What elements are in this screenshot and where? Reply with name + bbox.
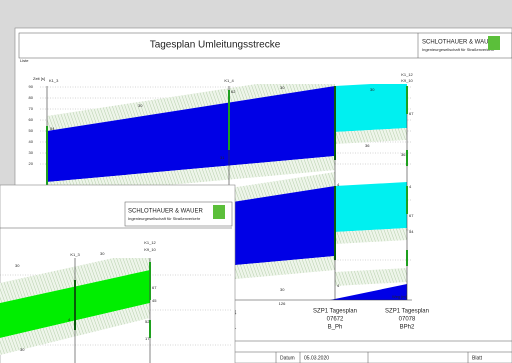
signal-label: 4 [337,182,340,187]
y-tick: 70 [29,106,34,111]
band-label: 30 [100,251,105,256]
y-tick: 60 [29,117,34,122]
band-label: 30 [138,103,143,108]
hatch-band [335,228,407,244]
header-box [18,32,512,59]
y-tick: 50 [29,128,34,133]
signal-plan: SZP1 Tagesplan [385,309,429,315]
distance: 126 [279,301,286,306]
x-axis-label: Weg [m] [392,294,407,299]
signal-label: 45 [152,298,157,303]
front-document: SCHLOTHAUER & WAUER Ingenieurgesellschaf… [0,184,236,363]
bands [0,258,232,363]
signal-label: 4 [409,184,412,189]
hatch-band [47,84,335,131]
logo: SCHLOTHAUER & WAUER [128,209,203,215]
logo-sub: Ingenieurgesellschaft für Straßenverkehr [128,216,201,221]
y-tick: 80 [29,95,34,100]
signal-label: 54 [50,126,55,131]
signal-label: 4 [337,283,340,288]
corner: Liste [20,58,29,63]
sheet-label: Blatt [472,355,483,361]
hatch-band [335,268,407,286]
node-label: K9_10 [144,247,156,252]
band-label: 30 [15,263,20,268]
node-label: K1_12 [401,72,413,77]
title: Tagesplan Umleitungsstrecke [150,40,281,51]
band-label: 30 [20,347,25,352]
logo-icon [488,36,500,50]
band-label: 30 [280,287,285,292]
date: 05.03.2020 [304,355,329,361]
signal-label: 67 [152,285,157,290]
node-label: K1_3 [49,78,59,83]
signal-label: 52 [145,319,150,324]
node-label: K1_3 [70,252,80,257]
node-label: K1_4 [224,78,234,83]
signal-phase: BPh2 [400,325,415,331]
signal-label: 54 [409,229,414,234]
band-label: 30 [370,87,375,92]
band [330,284,407,300]
node-label: K1_12 [144,240,156,245]
logo-icon [213,205,225,219]
band [47,86,335,182]
logo-sub: Ingenieurgesellschaft für Straßenverkehr [422,47,495,52]
y-tick: 90 [29,84,34,89]
signal-id: 07672 [327,317,344,323]
signal-label: 4 [68,317,71,322]
footer: Datum 05.03.2020 Blatt [230,340,512,363]
node-label: K9_10 [401,78,413,83]
signal-phase: B_Ph [328,325,343,331]
signal-plan: SZP1 Tagesplan [313,309,357,315]
signal-label: 17 [145,336,150,341]
hatch-band [335,128,407,144]
band [335,182,407,232]
band [335,84,407,132]
signal-label: 67 [409,111,414,116]
logo: SCHLOTHAUER & WAUER [422,40,497,46]
date-label: Datum [280,355,295,361]
logo-box [124,201,233,227]
y-tick: 30 [29,150,34,155]
y-axis-label: Zeit [s] [33,76,45,81]
band-label: 30 [280,85,285,90]
signal-label: 62 [231,89,236,94]
y-tick: 20 [29,161,34,166]
signal-label: 36 [401,152,406,157]
signal-id: 07078 [399,317,416,323]
y-tick: 40 [29,139,34,144]
band-label: 36 [365,143,370,148]
signal-label: 67 [409,213,414,218]
band-label: 31 [220,155,225,160]
